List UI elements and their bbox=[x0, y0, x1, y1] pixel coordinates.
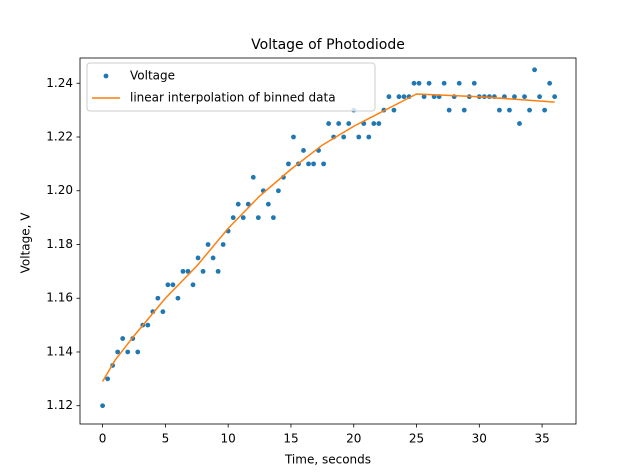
legend-label: linear interpolation of binned data bbox=[130, 91, 336, 105]
data-point bbox=[356, 134, 362, 140]
x-tick-label: 35 bbox=[534, 432, 549, 446]
data-point bbox=[180, 268, 186, 274]
y-tick-label: 1.22 bbox=[46, 130, 73, 144]
data-point bbox=[286, 161, 291, 167]
data-line bbox=[101, 93, 555, 382]
data-point bbox=[547, 80, 553, 86]
data-point bbox=[265, 201, 271, 207]
data-point bbox=[517, 121, 522, 126]
data-point bbox=[155, 295, 161, 301]
data-point bbox=[461, 107, 467, 113]
data-point bbox=[321, 161, 327, 167]
x-tick-label: 30 bbox=[472, 432, 487, 446]
data-point bbox=[421, 94, 427, 100]
y-tick-label: 1.24 bbox=[46, 76, 73, 90]
data-point bbox=[456, 80, 462, 86]
data-point bbox=[220, 242, 226, 247]
data-point bbox=[311, 161, 316, 167]
data-point bbox=[255, 215, 261, 221]
chart-title: Voltage of Photodiode bbox=[251, 37, 405, 53]
data-point bbox=[165, 282, 171, 288]
data-point bbox=[100, 403, 106, 409]
data-point bbox=[240, 215, 246, 221]
data-point bbox=[230, 215, 236, 221]
data-point bbox=[210, 255, 216, 261]
data-point bbox=[366, 134, 372, 140]
data-point bbox=[326, 121, 332, 126]
data-point bbox=[190, 282, 196, 288]
data-point bbox=[245, 201, 251, 207]
data-point bbox=[527, 107, 532, 113]
y-tick-label: 1.14 bbox=[46, 344, 73, 358]
data-point bbox=[497, 107, 502, 113]
data-point bbox=[235, 201, 241, 207]
y-tick-label: 1.20 bbox=[46, 183, 73, 197]
data-point bbox=[135, 349, 141, 355]
data-point bbox=[441, 80, 447, 86]
x-tick-label: 15 bbox=[283, 432, 298, 446]
data-point bbox=[371, 121, 377, 126]
data-point bbox=[160, 309, 166, 315]
data-point bbox=[542, 107, 548, 113]
data-point bbox=[401, 94, 407, 100]
data-point bbox=[507, 107, 512, 113]
data-point bbox=[512, 94, 517, 100]
data-point bbox=[552, 94, 558, 100]
data-point bbox=[200, 268, 206, 274]
data-point bbox=[537, 94, 542, 100]
x-tick-label: 0 bbox=[99, 432, 107, 446]
data-point bbox=[115, 349, 121, 355]
data-point bbox=[205, 242, 211, 247]
data-point bbox=[250, 174, 256, 180]
data-point bbox=[301, 148, 306, 153]
data-point bbox=[291, 134, 296, 140]
data-point bbox=[446, 107, 452, 113]
data-point bbox=[532, 67, 537, 73]
data-point bbox=[270, 215, 276, 221]
data-point bbox=[426, 80, 432, 86]
data-point bbox=[411, 80, 417, 86]
data-point bbox=[386, 94, 392, 100]
y-tick-label: 1.16 bbox=[46, 291, 73, 305]
y-tick-label: 1.12 bbox=[46, 398, 73, 412]
data-point bbox=[416, 80, 422, 86]
x-tick-label: 10 bbox=[221, 432, 236, 446]
data-point bbox=[396, 94, 402, 100]
legend-label: Voltage bbox=[130, 69, 175, 83]
data-point bbox=[346, 121, 352, 126]
data-point bbox=[341, 134, 347, 140]
data-point bbox=[522, 94, 527, 100]
data-point bbox=[175, 295, 181, 301]
data-point bbox=[215, 268, 221, 274]
y-axis-label: Voltage, V bbox=[19, 212, 33, 274]
data-point bbox=[185, 268, 191, 274]
data-point bbox=[145, 322, 151, 328]
data-point bbox=[306, 161, 311, 167]
data-point bbox=[105, 376, 111, 382]
data-point bbox=[120, 336, 126, 341]
x-axis-label: Time, seconds bbox=[284, 453, 371, 467]
data-point bbox=[336, 121, 342, 126]
plot-frame bbox=[79, 57, 577, 425]
data-point bbox=[125, 349, 131, 355]
y-tick-label: 1.18 bbox=[46, 237, 73, 251]
x-tick-label: 5 bbox=[162, 432, 170, 446]
legend-marker bbox=[103, 73, 109, 79]
legend-box bbox=[86, 62, 376, 112]
data-point bbox=[195, 255, 201, 261]
x-tick-label: 25 bbox=[409, 432, 424, 446]
data-point bbox=[391, 107, 397, 113]
data-point bbox=[276, 188, 281, 194]
data-point bbox=[471, 80, 477, 86]
x-tick-label: 20 bbox=[346, 432, 361, 446]
data-point bbox=[170, 282, 176, 288]
data-point bbox=[376, 121, 382, 126]
